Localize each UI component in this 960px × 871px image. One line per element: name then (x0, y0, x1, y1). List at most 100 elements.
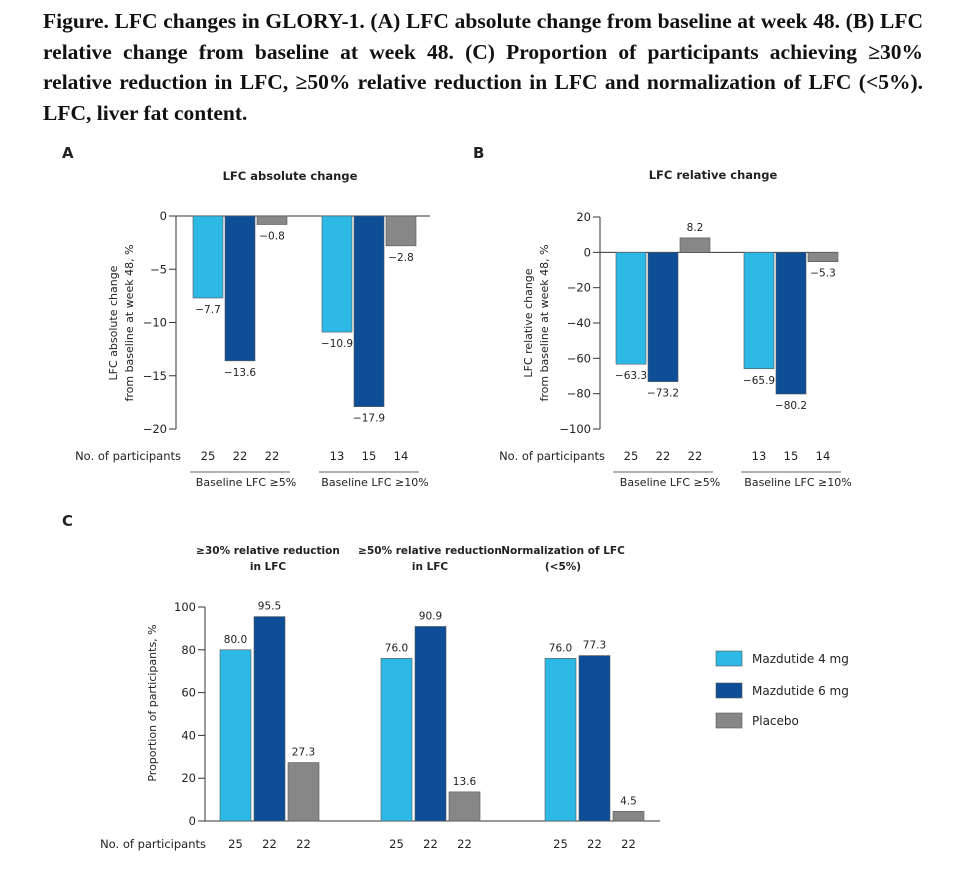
y-tick-label: −10 (143, 316, 167, 330)
participant-count: 13 (330, 449, 345, 463)
group-label: Baseline LFC ≥10% (321, 476, 428, 489)
bar-a-2-2 (353, 215, 385, 407)
y-axis-label: LFC absolute change (107, 265, 120, 380)
data-label: 4.5 (620, 795, 637, 807)
bar-b-1-2 (647, 252, 679, 382)
y-tick-label: −40 (567, 316, 591, 330)
legend-label: Mazdutide 6 mg (752, 684, 849, 698)
y-tick-label: −15 (143, 369, 167, 383)
panel-label-c: C (62, 512, 73, 530)
participant-count: 22 (587, 837, 602, 851)
bar-c-1-3 (287, 762, 320, 822)
bar-b-2-1 (743, 252, 775, 370)
bar-c-1-1 (219, 649, 252, 822)
bar-c-3-3 (612, 811, 645, 822)
bar-a-2-3 (385, 215, 417, 247)
participant-count: 13 (752, 449, 767, 463)
legend-label: Mazdutide 4 mg (752, 652, 849, 666)
data-label: 90.9 (419, 610, 442, 622)
data-label: 13.6 (453, 776, 477, 788)
data-label: −2.8 (388, 252, 414, 264)
data-label: −13.6 (224, 367, 256, 379)
bar-a-1-2 (224, 215, 256, 362)
participant-count: 22 (265, 449, 280, 463)
data-label: −65.9 (743, 375, 775, 387)
y-tick-label: 20 (181, 771, 196, 785)
bar-c-2-1 (380, 658, 413, 822)
bar-c-1-2 (253, 616, 286, 822)
y-axis-label: from baseline at week 48, % (538, 244, 551, 401)
data-label: −5.3 (810, 268, 836, 280)
y-tick-label: 20 (576, 210, 591, 224)
participant-count: 25 (624, 449, 639, 463)
y-tick-label: 100 (174, 600, 196, 614)
participant-count: 22 (233, 449, 248, 463)
participant-count: 25 (201, 449, 216, 463)
legend: Mazdutide 4 mg Mazdutide 6 mg Placebo (715, 650, 849, 729)
group-title: (<5%) (545, 561, 581, 573)
group-title: Normalization of LFC (501, 545, 625, 557)
legend-swatch (715, 682, 743, 699)
y-axis-label: Proportion of participants, % (146, 624, 159, 781)
y-tick-label: 0 (189, 814, 196, 828)
group-title: in LFC (250, 561, 287, 573)
data-label: −10.9 (321, 338, 353, 350)
participants-label: No. of participants (75, 449, 181, 463)
data-label: −7.7 (195, 304, 221, 316)
data-label: −80.2 (775, 400, 807, 412)
data-label: 76.0 (549, 642, 572, 654)
bar-c-2-3 (448, 791, 481, 822)
y-tick-label: −100 (559, 422, 591, 436)
data-label: 8.2 (687, 222, 704, 234)
participant-count: 22 (423, 837, 438, 851)
data-label: 80.0 (224, 634, 247, 646)
participants-label: No. of participants (100, 837, 206, 851)
panel-label-a: A (62, 144, 74, 162)
bar-c-2-2 (414, 626, 447, 822)
participant-count: 22 (621, 837, 636, 851)
y-tick-label: −60 (567, 351, 591, 365)
figure-caption: Figure. LFC changes in GLORY-1. (A) LFC … (43, 9, 923, 125)
y-tick-label: 60 (181, 686, 196, 700)
participant-count: 25 (389, 837, 404, 851)
data-label: 27.3 (292, 747, 315, 759)
participant-count: 22 (262, 837, 277, 851)
bar-a-2-1 (321, 215, 353, 333)
group-label: Baseline LFC ≥5% (620, 476, 720, 489)
y-axis-label: LFC relative change (522, 268, 535, 377)
y-tick-label: 0 (160, 209, 167, 223)
participant-count: 22 (457, 837, 472, 851)
participant-count: 15 (784, 449, 799, 463)
legend-swatch (715, 650, 743, 667)
legend-label: Placebo (752, 714, 799, 728)
data-label: 76.0 (385, 642, 408, 654)
bar-c-3-2 (578, 655, 611, 822)
bar-b-1-1 (615, 252, 647, 365)
y-tick-label: −5 (150, 262, 167, 276)
participant-count: 25 (553, 837, 568, 851)
group-title: in LFC (412, 561, 449, 573)
group-label: Baseline LFC ≥10% (744, 476, 851, 489)
panel-label-b: B (473, 144, 484, 162)
y-tick-label: 80 (181, 643, 196, 657)
y-tick-label: −80 (567, 387, 591, 401)
participant-count: 14 (394, 449, 409, 463)
bar-a-1-3 (256, 215, 288, 225)
bar-a-1-1 (192, 215, 224, 299)
participant-count: 25 (228, 837, 243, 851)
participant-count: 15 (362, 449, 377, 463)
group-title: ≥50% relative reduction (358, 545, 502, 557)
bar-b-1-3 (679, 237, 711, 253)
data-label: 95.5 (258, 601, 281, 613)
chart-title: LFC absolute change (223, 169, 358, 183)
y-tick-label: −20 (567, 281, 591, 295)
data-label: 77.3 (583, 640, 606, 652)
chart-title: LFC relative change (649, 168, 778, 182)
y-tick-label: 0 (584, 245, 591, 259)
participant-count: 22 (296, 837, 311, 851)
y-tick-label: −20 (143, 422, 167, 436)
bar-c-3-1 (544, 658, 577, 822)
